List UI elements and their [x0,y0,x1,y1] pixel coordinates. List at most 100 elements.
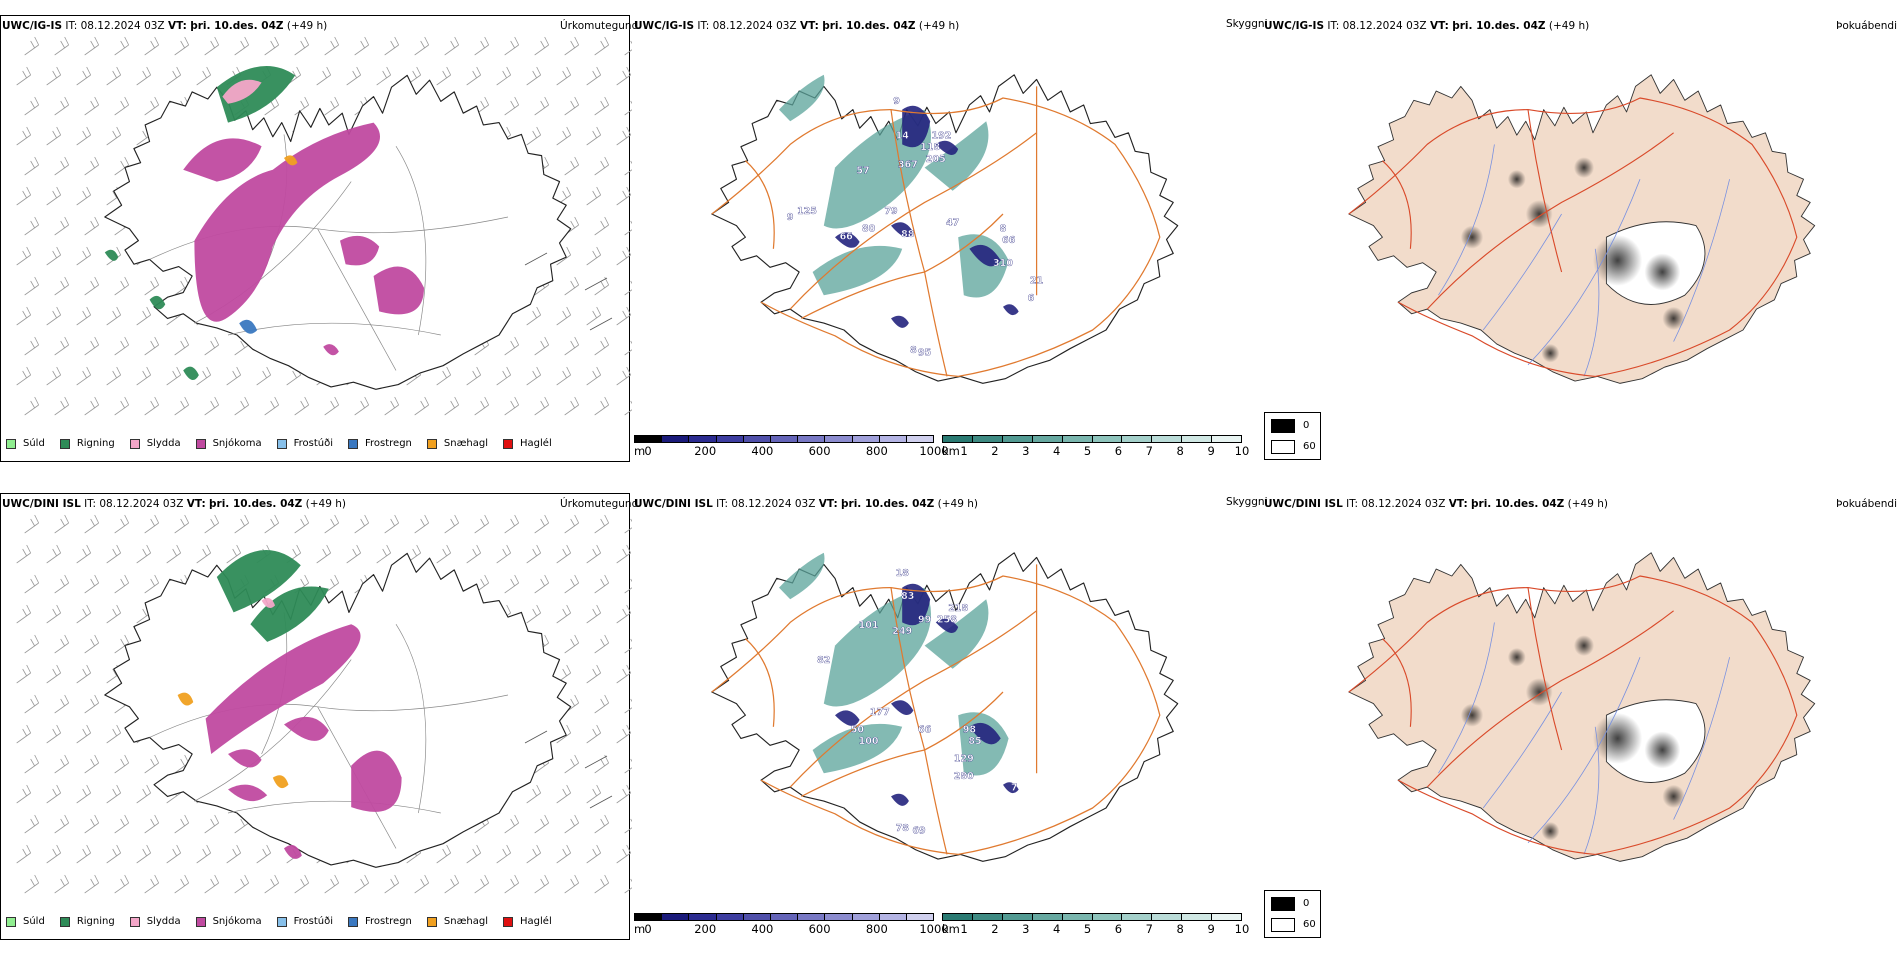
river-line [1438,622,1495,774]
iceland-coastline [104,552,572,868]
road-network [1348,575,1798,855]
wind-barb [106,66,122,86]
colorbar-cell [906,914,934,920]
ceiling-value-label: 258 [937,614,957,625]
wind-barb [84,336,100,356]
legend-swatch [276,916,287,927]
wind-barb [84,574,100,594]
wind-barb [196,66,212,86]
wind-barb [294,874,310,894]
wind-barb [534,336,550,356]
wind-barb [136,784,152,804]
tick-label: 6 [1114,922,1123,936]
ceiling-value-label: 80 [862,223,875,234]
precip-type-map[interactable] [0,478,632,953]
lead-time: (+49 h) [1567,498,1608,510]
it-label: IT: [1346,498,1359,510]
wind-barb [144,336,160,356]
ceiling-value-label: 14 [896,130,909,141]
wind-barb [526,784,542,804]
wind-barb [54,634,70,654]
ceiling-value-label: 129 [954,753,974,764]
wind-barb [16,126,32,146]
rain-area [216,550,301,613]
wind-barb [586,66,602,86]
wind-barb [54,814,70,834]
wind-barb [46,544,62,564]
wind-barb [414,36,430,56]
wind-barb [586,246,602,266]
wind-barb [166,544,182,564]
wind-barb [556,126,572,146]
wind-barb [24,754,40,774]
fog-indicator-map[interactable] [1264,0,1900,475]
iceland-coastline [711,552,1179,862]
panel-header: UWC/DINI ISL IT: 08.12.2024 03Z VT: þri.… [2,498,346,510]
wind-barb [76,604,92,624]
ceiling-value-label: 249 [892,626,912,637]
wind-barb [466,544,482,564]
ceiling-value-label: 6 [1028,293,1035,304]
wind-barb [114,874,130,894]
ceiling-value-label: 69 [912,825,925,836]
wind-barb [204,514,220,534]
legend-label: Súld [23,916,45,927]
ceiling-area [902,583,931,626]
wind-barb [54,276,70,296]
wind-barb [534,36,550,56]
legend-item: Haglél [503,438,552,449]
fog-indicator-map[interactable] [1264,478,1900,953]
ceiling-value-label: 9 [787,212,794,223]
legend-item: Súld [6,916,45,927]
wind-barb [586,724,602,744]
wind-barb [616,366,632,386]
precip-type-map[interactable] [0,0,632,475]
lead-time: (+49 h) [305,498,346,510]
wind-barb [24,216,40,236]
wind-barb [594,814,610,834]
legend-label: Slydda [146,916,181,927]
wind-barb [136,306,152,326]
snow-area [351,750,402,812]
wind-barb [196,366,212,386]
ceiling-value-label: 218 [948,603,968,614]
ceiling-value-label: 7 [1011,782,1018,793]
wind-barb [16,366,32,386]
panel-title: Þokuábendi [1836,20,1897,32]
colorbar-cell [943,436,973,442]
wind-barb [586,366,602,386]
colorbar-cell [689,914,717,920]
wind-barb [624,280,632,296]
colorbar-cell [825,914,853,920]
colorbar-cell [1152,436,1183,442]
graupel-area [177,692,194,706]
wind-barb [54,754,70,774]
precip-type-panel: UWC/IG-IS IT: 08.12.2024 03Z VT: þri. 10… [0,0,638,475]
colorbar-cell [1092,914,1123,920]
wind-barb [16,664,32,684]
wind-barb [586,844,602,864]
vt-value: þri. 10.des. 04Z [822,20,916,32]
ceiling-value-label: 66 [1002,235,1015,246]
ceiling-visibility-panel: UWC/IG-IS IT: 08.12.2024 03Z VT: þri. 10… [632,0,1268,475]
wind-barb [76,844,92,864]
visibility-unit: km [942,922,960,936]
ceiling-value-label: 310 [993,258,1013,269]
wind-barb [24,574,40,594]
wind-barb [114,276,130,296]
wind-barb [624,340,632,356]
tick-label: 7 [1145,444,1153,458]
ceiling-areas [835,583,1019,806]
fog-blob [1644,731,1681,769]
colorbar-cell [1002,436,1033,442]
wind-barb [294,36,310,56]
wind-barb [294,514,310,534]
wind-barb [564,96,580,116]
legend-swatch [129,438,140,449]
colorbar-cell [743,436,771,442]
legend-swatch [348,438,358,449]
ceiling-unit: m [634,444,646,458]
wind-barb [586,306,602,326]
